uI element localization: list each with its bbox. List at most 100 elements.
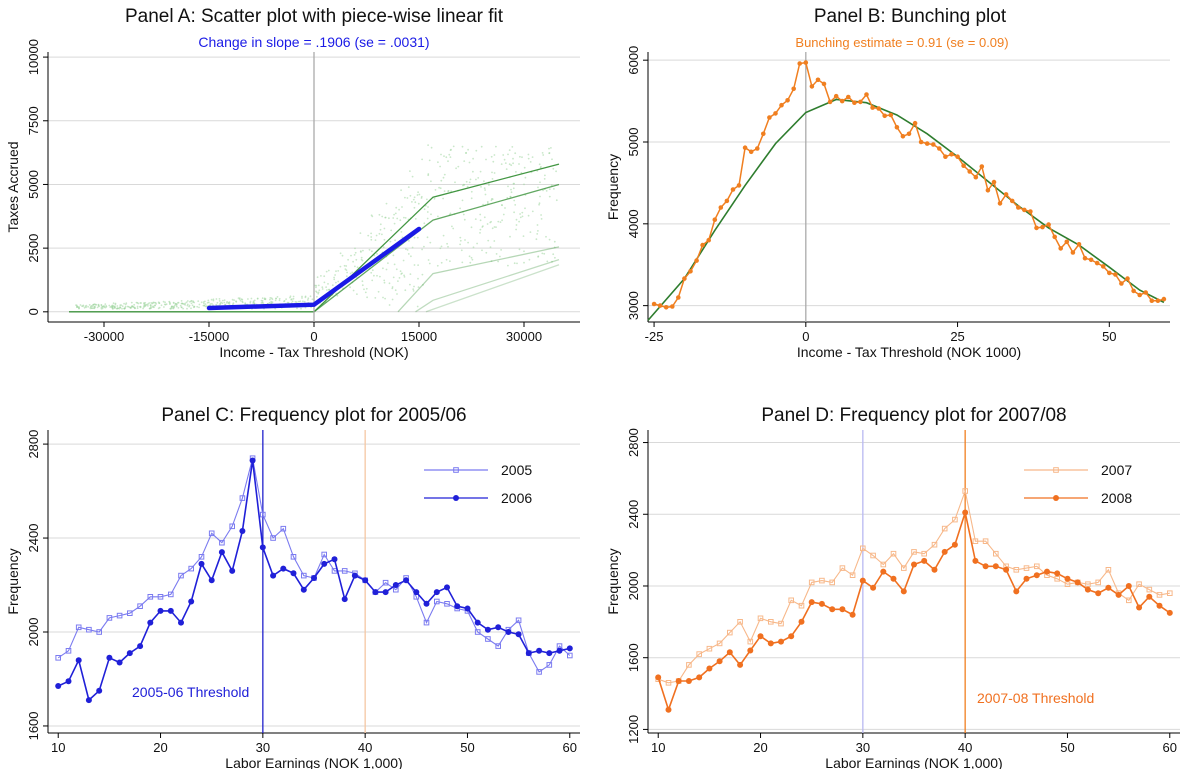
scatter-point: [500, 163, 503, 166]
scatter-point: [518, 163, 520, 165]
scatter-point: [139, 305, 141, 308]
scatter-point: [94, 303, 97, 306]
scatter-point: [442, 234, 445, 237]
scatter-point: [334, 274, 336, 276]
scatter-point: [124, 303, 127, 306]
data-point: [1156, 592, 1163, 598]
data-point: [127, 610, 133, 617]
scatter-point: [501, 204, 503, 207]
x-tick-label: 60: [1163, 740, 1177, 755]
scatter-point: [490, 155, 493, 158]
scatter-point: [460, 249, 463, 252]
schedule-line: [415, 258, 560, 313]
scatter-point: [150, 302, 153, 304]
scatter-point: [543, 252, 546, 255]
scatter-point: [536, 224, 539, 226]
scatter-point: [545, 235, 547, 238]
scatter-point: [393, 222, 396, 225]
scatter-point: [152, 306, 154, 308]
scatter-point: [121, 305, 124, 308]
scatter-point: [406, 197, 409, 199]
scatter-point: [397, 280, 399, 282]
scatter-point: [493, 172, 496, 174]
scatter-point: [292, 297, 295, 300]
x-tick-label: 0: [802, 329, 809, 344]
scatter-point: [523, 166, 526, 169]
scatter-point: [531, 156, 534, 159]
scatter-point: [301, 295, 303, 298]
y-tick-label: 10000: [26, 39, 41, 75]
scatter-point: [411, 246, 414, 249]
legend: 2007 2008: [1024, 462, 1132, 506]
scatter-point: [468, 181, 471, 184]
scatter-point: [449, 156, 452, 159]
data-point: [351, 572, 358, 579]
data-point: [726, 649, 733, 656]
data-point: [403, 577, 410, 584]
data-point: [464, 605, 471, 612]
scatter-point: [426, 198, 428, 201]
data-point: [178, 619, 184, 626]
x-tick-label: 50: [1102, 329, 1116, 344]
scatter-point: [315, 291, 318, 294]
scatter-point: [537, 256, 539, 258]
scatter-point: [170, 306, 173, 309]
scatter-point: [548, 147, 550, 150]
scatter-point: [528, 258, 531, 261]
legend-label: 2005: [501, 462, 532, 478]
scatter-point: [413, 236, 416, 239]
scatter-point: [491, 178, 494, 180]
data-point: [778, 620, 784, 627]
scatter-point: [111, 306, 114, 309]
scatter-point: [81, 305, 83, 307]
scatter-point: [177, 307, 180, 309]
scatter-point: [416, 194, 419, 196]
scatter-point: [421, 273, 424, 276]
data-point: [444, 601, 450, 607]
scatter-point: [512, 162, 514, 165]
observed-point: [682, 276, 687, 281]
scatter-point: [552, 253, 555, 256]
scatter-point: [84, 305, 87, 308]
scatter-point: [529, 161, 532, 163]
scatter-point: [381, 233, 383, 236]
data-point: [311, 575, 317, 581]
data-point: [167, 607, 174, 614]
scatter-point: [185, 301, 188, 304]
scatter-point: [531, 210, 534, 213]
scatter-point: [486, 201, 489, 203]
scatter-point: [542, 154, 545, 156]
observed-point: [663, 305, 669, 310]
scatter-point: [409, 273, 412, 275]
data-point: [1044, 568, 1050, 575]
scatter-point: [394, 289, 397, 292]
scatter-point: [349, 272, 352, 275]
scatter-point: [379, 223, 382, 226]
scatter-point: [416, 236, 419, 239]
scatter-point: [325, 286, 327, 288]
scatter-point: [404, 196, 406, 199]
observed-point: [755, 146, 760, 151]
scatter-point: [523, 261, 525, 264]
scatter-point: [250, 297, 253, 300]
scatter-point: [433, 197, 436, 200]
data-point: [126, 650, 133, 657]
scatter-point: [412, 198, 415, 201]
scatter-point: [379, 228, 382, 231]
observed-point: [876, 106, 881, 111]
scatter-point: [421, 158, 423, 161]
data-point: [116, 612, 123, 619]
scatter-point: [186, 307, 188, 310]
observed-point: [1161, 296, 1167, 302]
observed-point: [803, 60, 809, 65]
scatter-point: [551, 158, 553, 161]
data-point: [716, 640, 723, 647]
scatter-point: [238, 297, 241, 299]
scatter-point: [200, 301, 203, 304]
scatter-point: [370, 271, 373, 274]
scatter-point: [346, 271, 348, 274]
scatter-point: [427, 174, 430, 177]
scatter-point: [505, 168, 508, 171]
scatter-point: [231, 298, 234, 301]
data-point: [106, 615, 113, 621]
